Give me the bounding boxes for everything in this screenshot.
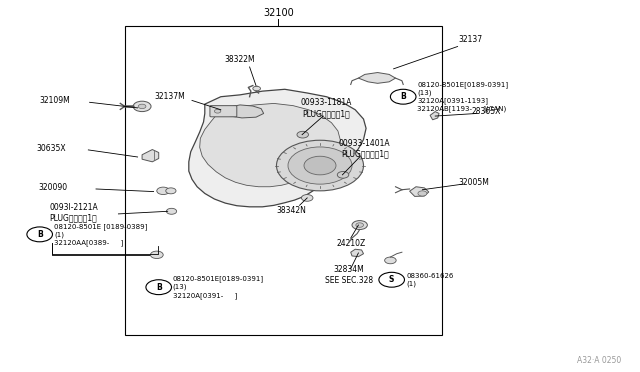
- Polygon shape: [410, 187, 429, 196]
- Text: 32005M: 32005M: [458, 178, 489, 187]
- Text: B: B: [37, 230, 42, 239]
- Circle shape: [385, 257, 396, 264]
- Circle shape: [304, 156, 336, 175]
- Text: 32100: 32100: [263, 8, 294, 18]
- Text: 24210Z: 24210Z: [336, 239, 365, 248]
- Circle shape: [301, 195, 313, 201]
- Text: 0093I-2121A
PLUGプラグ（1）: 0093I-2121A PLUGプラグ（1）: [49, 203, 98, 223]
- Circle shape: [253, 86, 260, 91]
- Circle shape: [379, 272, 404, 287]
- Circle shape: [297, 131, 308, 138]
- Circle shape: [352, 221, 367, 230]
- Text: S: S: [389, 275, 394, 284]
- Circle shape: [418, 191, 427, 196]
- Text: 38342N: 38342N: [276, 206, 306, 215]
- FancyBboxPatch shape: [210, 106, 237, 117]
- Text: B: B: [401, 92, 406, 101]
- Circle shape: [214, 109, 221, 113]
- Text: 32109M: 32109M: [39, 96, 70, 105]
- Text: 32137: 32137: [458, 35, 483, 44]
- Text: 00933-1401A
PLUGプラグ（1）: 00933-1401A PLUGプラグ（1）: [339, 139, 390, 159]
- Polygon shape: [430, 112, 439, 120]
- Text: A32·A 0250: A32·A 0250: [577, 356, 621, 365]
- Circle shape: [27, 227, 52, 242]
- Text: 00933-1181A
PLUGプラグ（1）: 00933-1181A PLUGプラグ（1）: [301, 98, 352, 118]
- Circle shape: [133, 101, 151, 112]
- Text: 28365X: 28365X: [472, 107, 501, 116]
- Text: 08120-8501E[0189-0391]
(13)
32120A[0391-     ]: 08120-8501E[0189-0391] (13) 32120A[0391-…: [173, 276, 264, 299]
- Text: 32137M: 32137M: [154, 92, 185, 101]
- Text: 08360-61626
(1): 08360-61626 (1): [406, 273, 454, 287]
- Polygon shape: [221, 105, 264, 118]
- Circle shape: [157, 187, 170, 195]
- Text: 320090: 320090: [38, 183, 67, 192]
- Polygon shape: [189, 89, 366, 207]
- Circle shape: [356, 223, 364, 227]
- Polygon shape: [200, 103, 340, 187]
- Bar: [125, 26, 442, 335]
- Circle shape: [146, 280, 172, 295]
- Text: 30635X: 30635X: [36, 144, 66, 153]
- Polygon shape: [351, 249, 364, 257]
- Circle shape: [138, 104, 146, 109]
- Text: 08120-8501E[0189-0391]
(13)
32120A[0391-1193]
32120AB[1193-     ](CAN): 08120-8501E[0189-0391] (13) 32120A[0391-…: [417, 81, 508, 112]
- Text: 38322M: 38322M: [225, 55, 255, 64]
- Text: B: B: [156, 283, 161, 292]
- Polygon shape: [142, 150, 159, 162]
- Circle shape: [166, 208, 177, 214]
- Circle shape: [150, 251, 163, 259]
- Circle shape: [288, 147, 352, 184]
- Circle shape: [276, 140, 364, 191]
- Circle shape: [390, 89, 416, 104]
- Text: 32834M
SEE SEC.328: 32834M SEE SEC.328: [324, 265, 373, 285]
- Text: 08120-8501E [0189-0389]
(1)
32120AA[0389-     ]: 08120-8501E [0189-0389] (1) 32120AA[0389…: [54, 223, 148, 246]
- Circle shape: [337, 171, 349, 178]
- Circle shape: [166, 188, 176, 194]
- Polygon shape: [358, 73, 396, 83]
